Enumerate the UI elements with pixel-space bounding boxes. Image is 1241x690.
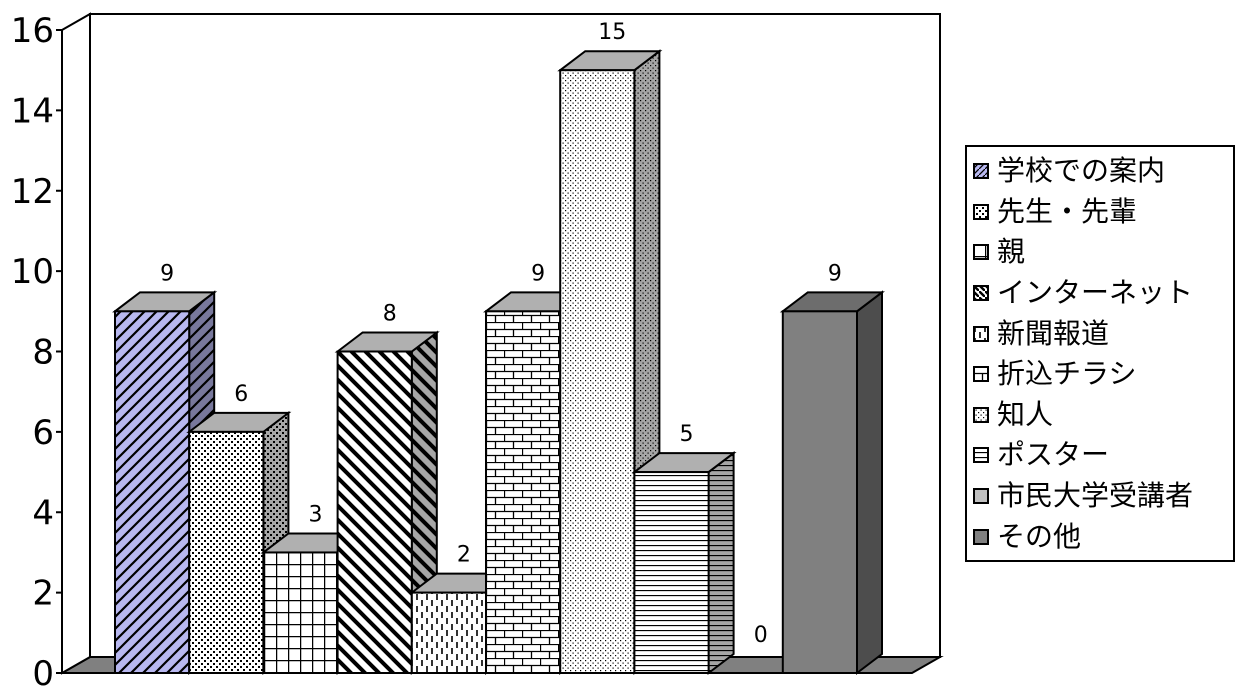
y-tick-label: 0 — [32, 654, 54, 690]
legend-item: 先生・先輩 — [973, 192, 1233, 233]
legend-item: 知人 — [973, 395, 1233, 436]
data-label: 9 — [531, 261, 545, 286]
legend-swatch — [973, 488, 989, 505]
bar-front — [485, 310, 562, 674]
legend-label: 先生・先輩 — [997, 194, 1138, 228]
bar-front — [262, 551, 339, 674]
bars — [112, 49, 885, 676]
legend-label: 折込チラシ — [997, 357, 1137, 391]
bar-front — [410, 591, 487, 674]
data-label: 8 — [383, 302, 397, 327]
bar-front — [114, 310, 191, 674]
legend-label: 親 — [997, 235, 1026, 269]
data-labels: 9 6 3 8 2 9 15 5 0 9 — [160, 20, 842, 648]
legend-item: ポスター — [973, 435, 1233, 476]
y-axis-ticks: 0 2 4 6 8 10 12 14 16 — [11, 11, 62, 690]
legend-label: ポスター — [997, 438, 1110, 472]
bar-front — [188, 430, 265, 674]
bar-front — [633, 471, 710, 674]
y-tick-label: 14 — [11, 91, 54, 131]
legend-swatch — [973, 447, 989, 464]
legend-item: 折込チラシ — [973, 354, 1233, 395]
data-label: 5 — [680, 422, 694, 447]
y-tick-label: 4 — [32, 493, 54, 533]
legend-item: その他 — [973, 516, 1233, 557]
data-label: 9 — [828, 261, 842, 286]
bar-front — [336, 350, 413, 674]
legend-item: インターネット — [973, 273, 1233, 314]
data-label: 2 — [457, 543, 471, 568]
legend-swatch — [973, 325, 989, 342]
legend-swatch — [973, 285, 989, 302]
y-tick-label: 16 — [11, 11, 54, 51]
legend-label: その他 — [997, 519, 1082, 553]
bar-side-shade — [708, 453, 734, 673]
y-tick-label: 10 — [11, 252, 54, 292]
legend-item: 市民大学受講者 — [973, 476, 1233, 517]
legend-swatch — [973, 244, 989, 261]
legend-label: 新聞報道 — [997, 316, 1110, 350]
legend-item: 親 — [973, 232, 1233, 273]
data-label: 3 — [309, 502, 323, 527]
y-tick-label: 6 — [32, 413, 54, 453]
legend-label: インターネット — [997, 276, 1194, 310]
y-tick-label: 12 — [11, 172, 54, 212]
legend-swatch — [973, 406, 989, 423]
legend-label: 知人 — [997, 397, 1054, 431]
legend-item: 学校での案内 — [973, 151, 1233, 192]
bar-side — [856, 290, 883, 676]
bar — [631, 451, 737, 676]
bar — [779, 290, 885, 676]
legend: 学校での案内 先生・先輩親インターネット 新聞報道折込チラシ知人ポスター市民大学受講… — [965, 145, 1235, 562]
bar — [334, 330, 440, 676]
legend-swatch — [973, 366, 989, 383]
legend-swatch — [973, 528, 989, 545]
legend-swatch — [973, 203, 989, 220]
y-tick-label: 8 — [32, 333, 54, 373]
bar-front — [781, 310, 858, 674]
data-label: 0 — [754, 623, 768, 648]
y-tick-label: 2 — [32, 574, 54, 614]
plot-left-wall — [61, 12, 91, 675]
legend-item: 新聞報道 — [973, 313, 1233, 354]
legend-label: 市民大学受講者 — [997, 479, 1194, 513]
data-label: 15 — [598, 20, 626, 45]
data-label: 9 — [160, 261, 174, 286]
legend-label: 学校での案内 — [997, 154, 1166, 188]
legend-swatch — [973, 163, 989, 180]
data-label: 6 — [234, 382, 248, 407]
bar-front — [559, 69, 636, 674]
